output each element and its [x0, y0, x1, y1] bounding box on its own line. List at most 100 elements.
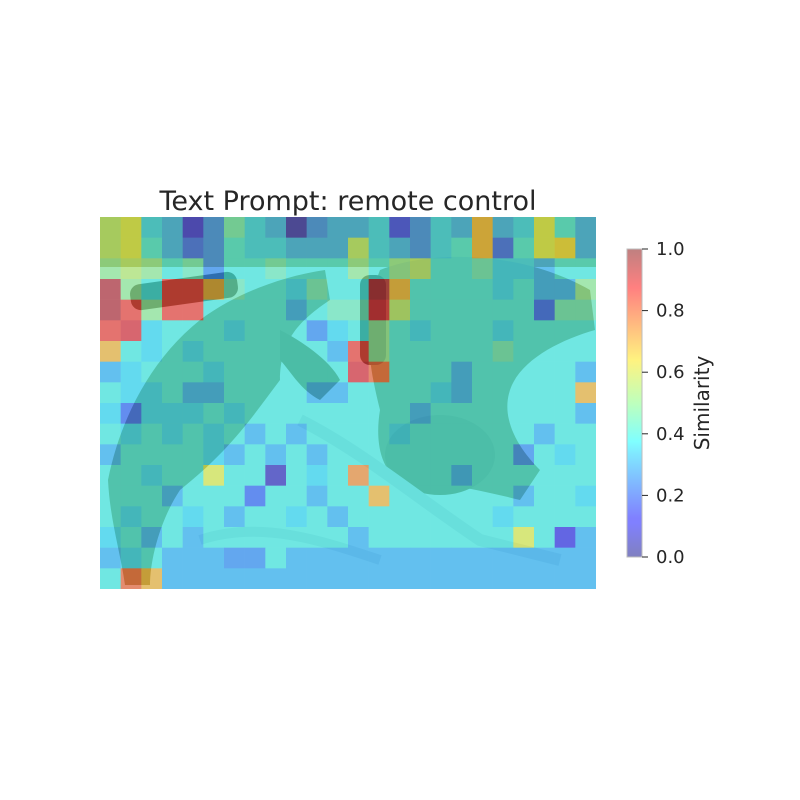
heatmap-cell: [348, 465, 369, 486]
heatmap-cell: [348, 506, 369, 528]
heatmap-cell: [162, 320, 183, 342]
heatmap-cell: [141, 258, 163, 280]
heatmap-cell: [348, 341, 369, 362]
heatmap-cell: [327, 382, 349, 404]
heatmap-cell: [306, 217, 328, 238]
heatmap-cell: [554, 444, 576, 466]
heatmap-cell: [554, 341, 576, 362]
heatmap-cell: [327, 341, 349, 362]
heatmap-cell: [162, 423, 183, 445]
heatmap-cell: [224, 217, 245, 238]
heatmap-cell: [306, 485, 328, 507]
heatmap-cell: [348, 217, 369, 238]
heatmap-cell: [203, 320, 225, 342]
heatmap-cell: [265, 361, 287, 383]
heatmap-cell: [265, 568, 287, 589]
heatmap-cell: [410, 320, 431, 342]
heatmap-cell: [554, 485, 576, 507]
heatmap-cell: [451, 361, 473, 383]
heatmap-cell: [286, 485, 307, 507]
heatmap-cell: [410, 341, 431, 362]
heatmap-cell: [472, 506, 493, 528]
heatmap-cell: [472, 258, 493, 280]
heatmap-cell: [203, 279, 225, 300]
heatmap-cell: [492, 485, 514, 507]
heatmap-cell: [389, 341, 411, 362]
heatmap-cell: [224, 279, 245, 300]
heatmap-cell: [410, 506, 431, 528]
heatmap-cell: [389, 423, 411, 445]
heatmap-cell: [327, 217, 349, 238]
heatmap-cell: [306, 547, 328, 569]
heatmap-cell: [575, 423, 596, 445]
heatmap-cell: [224, 527, 245, 548]
heatmap-cell: [224, 341, 245, 362]
heatmap-cell: [513, 465, 535, 486]
heatmap-cell: [224, 465, 245, 486]
heatmap-cell: [306, 299, 328, 321]
heatmap-cell: [182, 485, 204, 507]
heatmap-cell: [534, 217, 555, 238]
heatmap-cell: [182, 403, 204, 424]
heatmap-cell: [244, 465, 266, 486]
colorbar-label: Similarity: [690, 356, 714, 451]
heatmap-cell: [389, 444, 411, 466]
heatmap-cell: [182, 382, 204, 404]
heatmap-cell: [451, 423, 473, 445]
heatmap-cell: [492, 279, 514, 300]
heatmap-cell: [534, 341, 555, 362]
heatmap-cell: [120, 403, 142, 424]
heatmap-cell: [410, 485, 431, 507]
heatmap-cell: [100, 279, 121, 300]
heatmap-cell: [348, 279, 369, 300]
heatmap-cell: [327, 568, 349, 589]
heatmap-cell: [451, 341, 473, 362]
heatmap-cell: [492, 547, 514, 569]
heatmap-cell: [224, 382, 245, 404]
heatmap-cell: [162, 506, 183, 528]
heatmap-cell: [575, 237, 596, 259]
heatmap-cell: [203, 341, 225, 362]
heatmap-cell: [410, 444, 431, 466]
heatmap-cell: [348, 361, 369, 383]
heatmap-cell: [554, 506, 576, 528]
heatmap-cell: [306, 568, 328, 589]
heatmap-cell: [203, 382, 225, 404]
heatmap-cell: [141, 485, 163, 507]
heatmap-cell: [244, 527, 266, 548]
heatmap-cell: [389, 217, 411, 238]
heatmap-cell: [513, 237, 535, 259]
heatmap-cell: [203, 465, 225, 486]
heatmap-cell: [120, 341, 142, 362]
colorbar-tick-label: 1.0: [656, 239, 685, 260]
heatmap-cell: [244, 258, 266, 280]
heatmap-cell: [348, 527, 369, 548]
heatmap-cell: [389, 527, 411, 548]
heatmap-cell: [410, 217, 431, 238]
heatmap-cell: [244, 320, 266, 342]
colorbar-ticks: 0.0 0.2 0.4 0.6 0.8 1.0: [642, 239, 685, 568]
heatmap-cell: [368, 361, 390, 383]
heatmap-cell: [244, 444, 266, 466]
heatmap-cell: [368, 382, 390, 404]
heatmap-cell: [368, 465, 390, 486]
heatmap-cell: [575, 299, 596, 321]
heatmap-cell: [389, 506, 411, 528]
heatmap-cell: [100, 382, 121, 404]
colorbar-gradient: [627, 249, 642, 557]
heatmap-cell: [306, 237, 328, 259]
heatmap-cell: [492, 527, 514, 548]
heatmap-cell: [513, 527, 535, 548]
heatmap-cell: [554, 279, 576, 300]
plot-area: [100, 217, 596, 589]
heatmap-cell: [348, 423, 369, 445]
heatmap-cell: [306, 320, 328, 342]
heatmap-cell: [575, 217, 596, 238]
heatmap-cell: [100, 217, 121, 238]
heatmap-cell: [224, 547, 245, 569]
heatmap-cell: [100, 320, 121, 342]
heatmap-cell: [554, 299, 576, 321]
heatmap-cell: [120, 527, 142, 548]
heatmap-cell: [162, 568, 183, 589]
heatmap-cell: [182, 568, 204, 589]
